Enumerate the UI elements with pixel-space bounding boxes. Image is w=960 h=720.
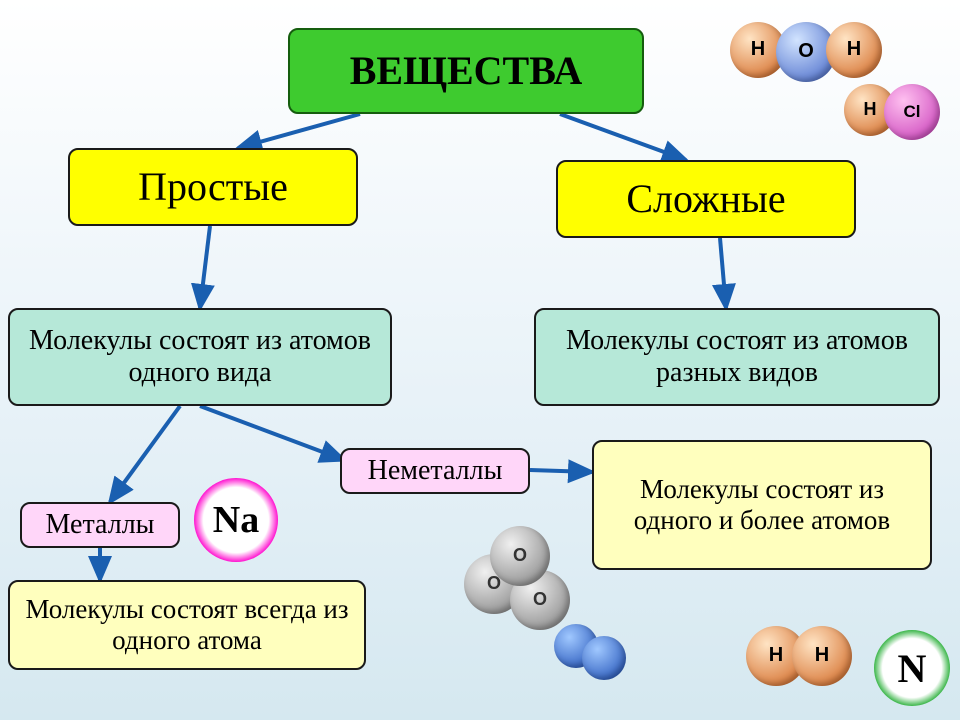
metals-text: Металлы bbox=[46, 509, 155, 541]
na-atom-label: Na bbox=[213, 498, 259, 542]
desc-simple-box: Молекулы состоят из атомов одного вида bbox=[8, 308, 392, 406]
metals-box: Металлы bbox=[20, 502, 180, 548]
nonmetals-desc-text: Молекулы состоят из одного и более атомо… bbox=[604, 474, 920, 536]
nonmetals-box: Неметаллы bbox=[340, 448, 530, 494]
title-text: ВЕЩЕСТВА bbox=[350, 48, 583, 94]
n-atom-icon: N bbox=[874, 630, 950, 706]
atom-label: H bbox=[826, 38, 882, 61]
simple-text: Простые bbox=[138, 164, 288, 210]
nonmetals-desc-box: Молекулы состоят из одного и более атомо… bbox=[592, 440, 932, 570]
desc-complex-text: Молекулы состоят из атомов разных видов bbox=[546, 325, 928, 389]
atom-label: O bbox=[490, 545, 550, 566]
metals-desc-text: Молекулы состоят всегда из одного атома bbox=[20, 594, 354, 656]
desc-simple-text: Молекулы состоят из атомов одного вида bbox=[20, 325, 380, 389]
atom-label: O bbox=[510, 589, 570, 610]
atom-label: H bbox=[792, 644, 852, 667]
simple-box: Простые bbox=[68, 148, 358, 226]
na-atom-icon: Na bbox=[194, 478, 278, 562]
complex-box: Сложные bbox=[556, 160, 856, 238]
n-atom-label: N bbox=[898, 645, 927, 692]
atom-label: Cl bbox=[884, 102, 940, 122]
desc-complex-box: Молекулы состоят из атомов разных видов bbox=[534, 308, 940, 406]
atom-sphere bbox=[582, 636, 626, 680]
metals-desc-box: Молекулы состоят всегда из одного атома bbox=[8, 580, 366, 670]
nonmetals-text: Неметаллы bbox=[368, 455, 503, 487]
complex-text: Сложные bbox=[626, 176, 785, 222]
title-box: ВЕЩЕСТВА bbox=[288, 28, 644, 114]
